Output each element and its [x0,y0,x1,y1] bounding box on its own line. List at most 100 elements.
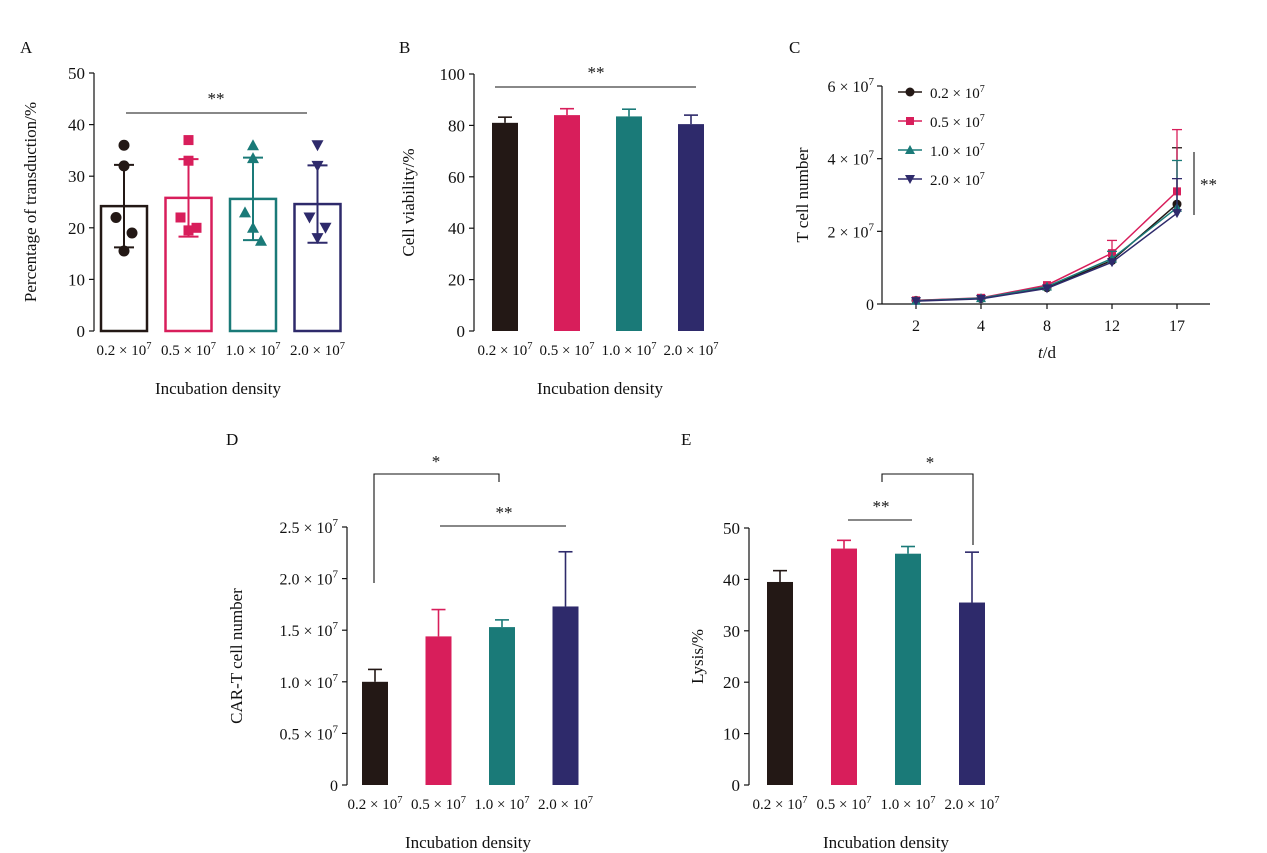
x-tick-label: 2.0 × 107 [290,341,345,359]
data-point [183,135,194,146]
panel-label-a: A [20,38,33,57]
chart-panel-b: 0 20 40 60 80 100 0.2 × 107 0.5 × 107 1.0 × 107 2… [399,63,718,398]
y-tick-label: 40 [723,570,740,589]
bar-0 [492,122,518,331]
legend-marker [905,145,915,154]
x-tick-label: 0.5 × 107 [817,795,872,813]
data-point [183,155,194,166]
significance-label: ** [208,89,225,108]
bar-0 [362,681,388,785]
bar-0 [767,581,793,785]
x-tick-label: 2.0 × 107 [538,795,593,813]
chart-panel-e: 0 10 20 30 40 50 0.2 × 107 0.5 × 107 1.0 × 107 2.… [688,453,999,852]
data-point [118,160,130,172]
y-tick-label: 0 [866,297,874,314]
y-tick-label: 0.5 × 107 [279,723,338,743]
y-tick-label: 40 [448,219,465,238]
chart-panel-d: 0 0.5 × 107 1.0 × 107 1.5 × 107 2.0 × 107 2.5… [227,452,593,852]
data-point [976,294,986,304]
x-axis-label: t/d [1038,343,1056,362]
bar-3 [678,124,704,332]
bar-1 [831,548,857,785]
data-point [118,139,130,151]
data-point [175,212,186,223]
data-point [126,227,138,239]
bar-3 [959,602,985,785]
y-tick-label: 1.0 × 107 [279,672,338,692]
y-tick-label: 6 × 107 [827,76,874,96]
y-axis-label: Lysis/% [688,629,707,684]
significance-bracket [881,473,974,545]
x-tick-label: 4 [977,318,985,335]
y-tick-label: 20 [68,219,85,238]
y-tick-label: 0 [732,776,741,795]
data-point [1107,258,1117,268]
x-tick-label: 12 [1104,318,1120,335]
data-point [239,206,251,218]
x-tick-label: 2.0 × 107 [664,341,719,359]
panel-label-e: E [681,430,691,449]
significance-label: * [432,452,441,471]
significance-label: ** [873,497,890,516]
legend-label: 0.2 × 107 [930,84,985,102]
y-tick-label: 10 [68,270,85,289]
data-point [255,234,267,246]
bar-3 [552,606,579,785]
data-point [247,152,259,164]
x-tick-label: 0.2 × 107 [348,795,403,813]
data-point [191,222,202,233]
significance-label: ** [1200,175,1217,194]
legend-marker [906,117,914,125]
significance-label: * [926,453,935,472]
data-point [118,245,130,257]
y-tick-label: 1.5 × 107 [279,620,338,640]
data-point [911,297,921,307]
x-tick-label: 0.5 × 107 [161,341,216,359]
y-tick-label: 10 [723,725,740,744]
y-tick-label: 4 × 107 [827,149,874,169]
bar-2 [895,553,921,785]
y-axis-label: T cell number [793,147,812,242]
x-axis-label: Incubation density [537,379,664,398]
legend-marker [905,87,915,97]
y-tick-label: 2.0 × 107 [279,569,338,589]
significance-label: ** [588,63,605,82]
y-tick-label: 2.5 × 107 [279,517,338,537]
panel-label-b: B [399,38,410,57]
x-tick-label: 1.0 × 107 [602,341,657,359]
y-tick-label: 50 [68,64,85,83]
data-point [303,212,316,224]
data-point [311,160,324,172]
data-point [1042,284,1052,294]
y-tick-label: 30 [723,622,740,641]
legend-marker [905,175,915,184]
data-point [183,225,194,236]
data-point [311,140,324,152]
significance-bracket [373,473,500,583]
data-point [1172,209,1182,219]
x-tick-label: 2 [912,318,920,335]
y-axis-label: Percentage of transduction/% [21,102,40,302]
bar-2 [616,116,642,331]
bar-1 [425,636,452,785]
panel-label-c: C [789,38,800,57]
legend-label: 2.0 × 107 [930,171,985,189]
x-tick-label: 0.5 × 107 [411,795,466,813]
data-point [110,211,122,223]
data-point [247,221,259,233]
x-tick-label: 8 [1043,318,1051,335]
y-tick-label: 30 [68,167,85,186]
y-tick-label: 50 [723,519,740,538]
x-tick-label: 0.2 × 107 [753,795,808,813]
panel-label-d: D [226,430,238,449]
chart-panel-c: 0 2 × 107 4 × 107 6 × 107 2 4 8 12 17 t/d T cell n… [793,76,1217,362]
y-tick-label: 60 [448,168,465,187]
significance-label: ** [496,503,513,522]
y-tick-label: 80 [448,116,465,135]
y-tick-label: 40 [68,116,85,135]
chart-panel-a: 0 10 20 30 40 50 0.2 × 107 0.5 × 107 1.0 × 107 2.… [21,64,345,398]
y-tick-label: 20 [448,271,465,290]
bar-1 [554,115,580,332]
x-axis-label: Incubation density [823,833,950,852]
legend-label: 1.0 × 107 [930,142,985,160]
